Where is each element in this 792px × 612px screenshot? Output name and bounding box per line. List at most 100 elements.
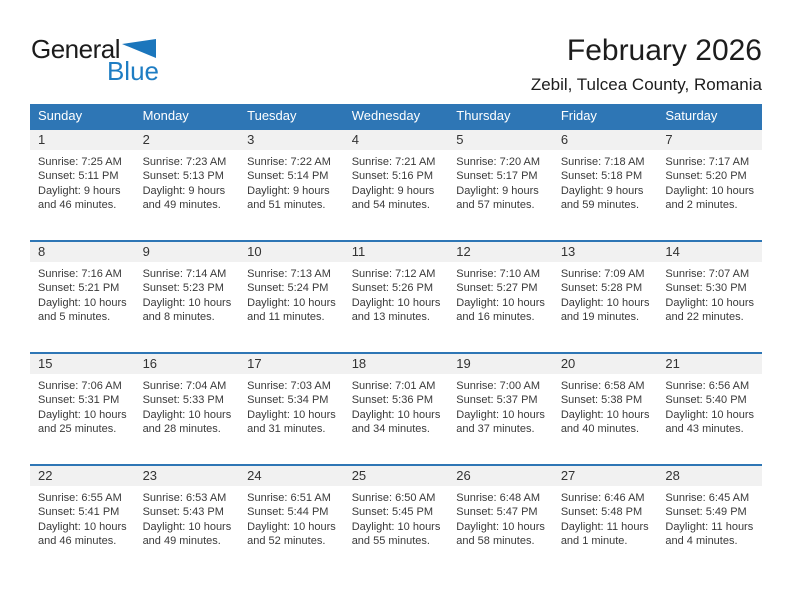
day-cell: 16 Sunrise: 7:04 AM Sunset: 5:33 PM Dayligh… (134, 352, 240, 465)
day-number: 4 (343, 130, 449, 150)
day-details: Sunrise: 7:21 AM Sunset: 5:16 PM Daylight:… (344, 150, 449, 213)
sunrise-text: Sunrise: 7:20 AM (456, 156, 541, 168)
logo-text-general: General (31, 34, 121, 64)
sunset-text: Sunset: 5:21 PM (38, 282, 120, 295)
day-number: 9 (134, 242, 240, 262)
day-number: 23 (134, 466, 240, 486)
weekday-header-monday: Monday (134, 104, 240, 129)
day-cell: 8 Sunrise: 7:16 AM Sunset: 5:21 PM Daylight… (30, 240, 135, 353)
daylight-text-line2: and 58 minutes. (456, 535, 535, 548)
daylight-text-line1: Daylight: 9 hours (247, 184, 330, 197)
day-number: 18 (343, 354, 449, 374)
day-cell: 22 Sunrise: 6:55 AM Sunset: 5:41 PM Dayligh… (30, 464, 135, 576)
day-cell: 9 Sunrise: 7:14 AM Sunset: 5:23 PM Daylight… (134, 240, 240, 353)
day-number: 25 (343, 466, 449, 486)
day-details: Sunrise: 7:10 AM Sunset: 5:27 PM Daylight:… (448, 262, 553, 325)
daylight-text-line1: Daylight: 10 hours (456, 296, 545, 309)
daylight-text-line2: and 51 minutes. (247, 199, 326, 212)
day-cell: 26 Sunrise: 6:48 AM Sunset: 5:47 PM Dayligh… (448, 464, 553, 576)
day-details: Sunrise: 6:51 AM Sunset: 5:44 PM Daylight:… (239, 486, 344, 549)
daylight-text-line2: and 4 minutes. (665, 535, 738, 548)
sunset-text: Sunset: 5:20 PM (665, 170, 747, 183)
daylight-text-line1: Daylight: 9 hours (456, 184, 539, 197)
day-details: Sunrise: 7:20 AM Sunset: 5:17 PM Daylight:… (448, 150, 553, 213)
sunrise-text: Sunrise: 7:23 AM (142, 156, 227, 168)
day-details: Sunrise: 6:46 AM Sunset: 5:48 PM Daylight:… (553, 486, 658, 549)
daylight-text-line1: Daylight: 9 hours (351, 184, 435, 197)
sunrise-text: Sunrise: 6:53 AM (142, 492, 227, 504)
day-details: Sunrise: 7:13 AM Sunset: 5:24 PM Daylight:… (239, 262, 344, 325)
day-number: 19 (448, 354, 553, 374)
weekday-header-wednesday: Wednesday (343, 104, 449, 129)
day-cell: 6 Sunrise: 7:18 AM Sunset: 5:18 PM Daylight… (552, 128, 658, 241)
daylight-text-line2: and 49 minutes. (142, 199, 221, 212)
daylight-text-line1: Daylight: 10 hours (142, 296, 232, 309)
sunrise-text: Sunrise: 6:56 AM (665, 380, 750, 392)
day-cell: 10 Sunrise: 7:13 AM Sunset: 5:24 PM Dayligh… (239, 240, 344, 353)
calendar-table: Sunday Monday Tuesday Wednesday Thursday Frid… (30, 104, 762, 576)
sunset-text: Sunset: 5:11 PM (38, 170, 119, 183)
daylight-text-line2: and 43 minutes. (665, 423, 744, 436)
daylight-text-line2: and 22 minutes. (665, 311, 744, 324)
day-cell: 7 Sunrise: 7:17 AM Sunset: 5:20 PM Daylight… (657, 128, 762, 241)
day-details: Sunrise: 7:17 AM Sunset: 5:20 PM Daylight:… (657, 150, 762, 213)
day-number: 21 (657, 354, 762, 374)
sunrise-text: Sunrise: 7:07 AM (665, 268, 750, 280)
day-cell: 27 Sunrise: 6:46 AM Sunset: 5:48 PM Dayligh… (552, 464, 658, 576)
sunset-text: Sunset: 5:40 PM (665, 394, 747, 407)
sunset-text: Sunset: 5:38 PM (560, 394, 643, 407)
weekday-header-saturday: Saturday (657, 104, 762, 129)
day-cell: 17 Sunrise: 7:03 AM Sunset: 5:34 PM Dayligh… (239, 352, 344, 465)
day-details: Sunrise: 6:58 AM Sunset: 5:38 PM Daylight:… (553, 374, 658, 437)
day-number: 2 (134, 130, 240, 150)
day-cell: 18 Sunrise: 7:01 AM Sunset: 5:36 PM Dayligh… (343, 352, 449, 465)
day-details: Sunrise: 7:00 AM Sunset: 5:37 PM Daylight:… (448, 374, 553, 437)
logo-triangle-icon (122, 39, 156, 58)
day-number: 14 (657, 242, 762, 262)
daylight-text-line1: Daylight: 10 hours (351, 408, 441, 421)
daylight-text-line1: Daylight: 10 hours (142, 520, 232, 533)
day-number: 26 (448, 466, 553, 486)
day-details: Sunrise: 7:03 AM Sunset: 5:34 PM Daylight:… (239, 374, 344, 437)
sunrise-text: Sunrise: 7:14 AM (142, 268, 227, 280)
daylight-text-line2: and 5 minutes. (38, 311, 111, 324)
sunset-text: Sunset: 5:31 PM (38, 394, 120, 407)
sunset-text: Sunset: 5:43 PM (142, 506, 224, 519)
day-details: Sunrise: 7:04 AM Sunset: 5:33 PM Daylight:… (135, 374, 240, 437)
day-number: 8 (30, 242, 135, 262)
daylight-text-line2: and 59 minutes. (560, 199, 640, 212)
daylight-text-line1: Daylight: 10 hours (38, 296, 127, 309)
week-row: 8 Sunrise: 7:16 AM Sunset: 5:21 PM Daylight… (30, 240, 762, 353)
week-row: 15 Sunrise: 7:06 AM Sunset: 5:31 PM Dayligh… (30, 352, 762, 465)
daylight-text-line2: and 34 minutes. (351, 423, 430, 436)
daylight-text-line2: and 8 minutes. (142, 311, 215, 324)
daylight-text-line1: Daylight: 10 hours (351, 296, 441, 309)
sunset-text: Sunset: 5:37 PM (456, 394, 538, 407)
sunrise-text: Sunrise: 6:58 AM (560, 380, 645, 392)
daylight-text-line1: Daylight: 11 hours (560, 520, 649, 533)
sunset-text: Sunset: 5:45 PM (351, 506, 434, 519)
day-details: Sunrise: 6:55 AM Sunset: 5:41 PM Daylight:… (30, 486, 135, 549)
daylight-text-line2: and 55 minutes. (351, 535, 430, 548)
daylight-text-line2: and 46 minutes. (38, 535, 117, 548)
weekday-header-tuesday: Tuesday (239, 104, 344, 129)
sunrise-text: Sunrise: 6:45 AM (665, 492, 750, 504)
day-cell: 15 Sunrise: 7:06 AM Sunset: 5:31 PM Dayligh… (30, 352, 135, 465)
week-row: 22 Sunrise: 6:55 AM Sunset: 5:41 PM Dayligh… (30, 464, 762, 576)
day-number: 13 (552, 242, 658, 262)
daylight-text-line1: Daylight: 10 hours (38, 408, 127, 421)
sunrise-text: Sunrise: 7:17 AM (665, 156, 750, 168)
day-number: 17 (239, 354, 344, 374)
day-number: 16 (134, 354, 240, 374)
sunrise-text: Sunrise: 7:00 AM (456, 380, 541, 392)
day-details: Sunrise: 6:48 AM Sunset: 5:47 PM Daylight:… (448, 486, 553, 549)
sunset-text: Sunset: 5:28 PM (560, 282, 643, 295)
day-cell: 28 Sunrise: 6:45 AM Sunset: 5:49 PM Dayligh… (657, 464, 762, 576)
day-cell: 21 Sunrise: 6:56 AM Sunset: 5:40 PM Dayligh… (657, 352, 762, 465)
sunrise-text: Sunrise: 7:09 AM (560, 268, 645, 280)
day-details: Sunrise: 7:14 AM Sunset: 5:23 PM Daylight:… (135, 262, 240, 325)
day-details: Sunrise: 7:06 AM Sunset: 5:31 PM Daylight:… (30, 374, 135, 437)
daylight-text-line1: Daylight: 10 hours (142, 408, 232, 421)
day-cell: 4 Sunrise: 7:21 AM Sunset: 5:16 PM Daylight… (343, 128, 449, 241)
day-cell: 13 Sunrise: 7:09 AM Sunset: 5:28 PM Dayligh… (552, 240, 658, 353)
